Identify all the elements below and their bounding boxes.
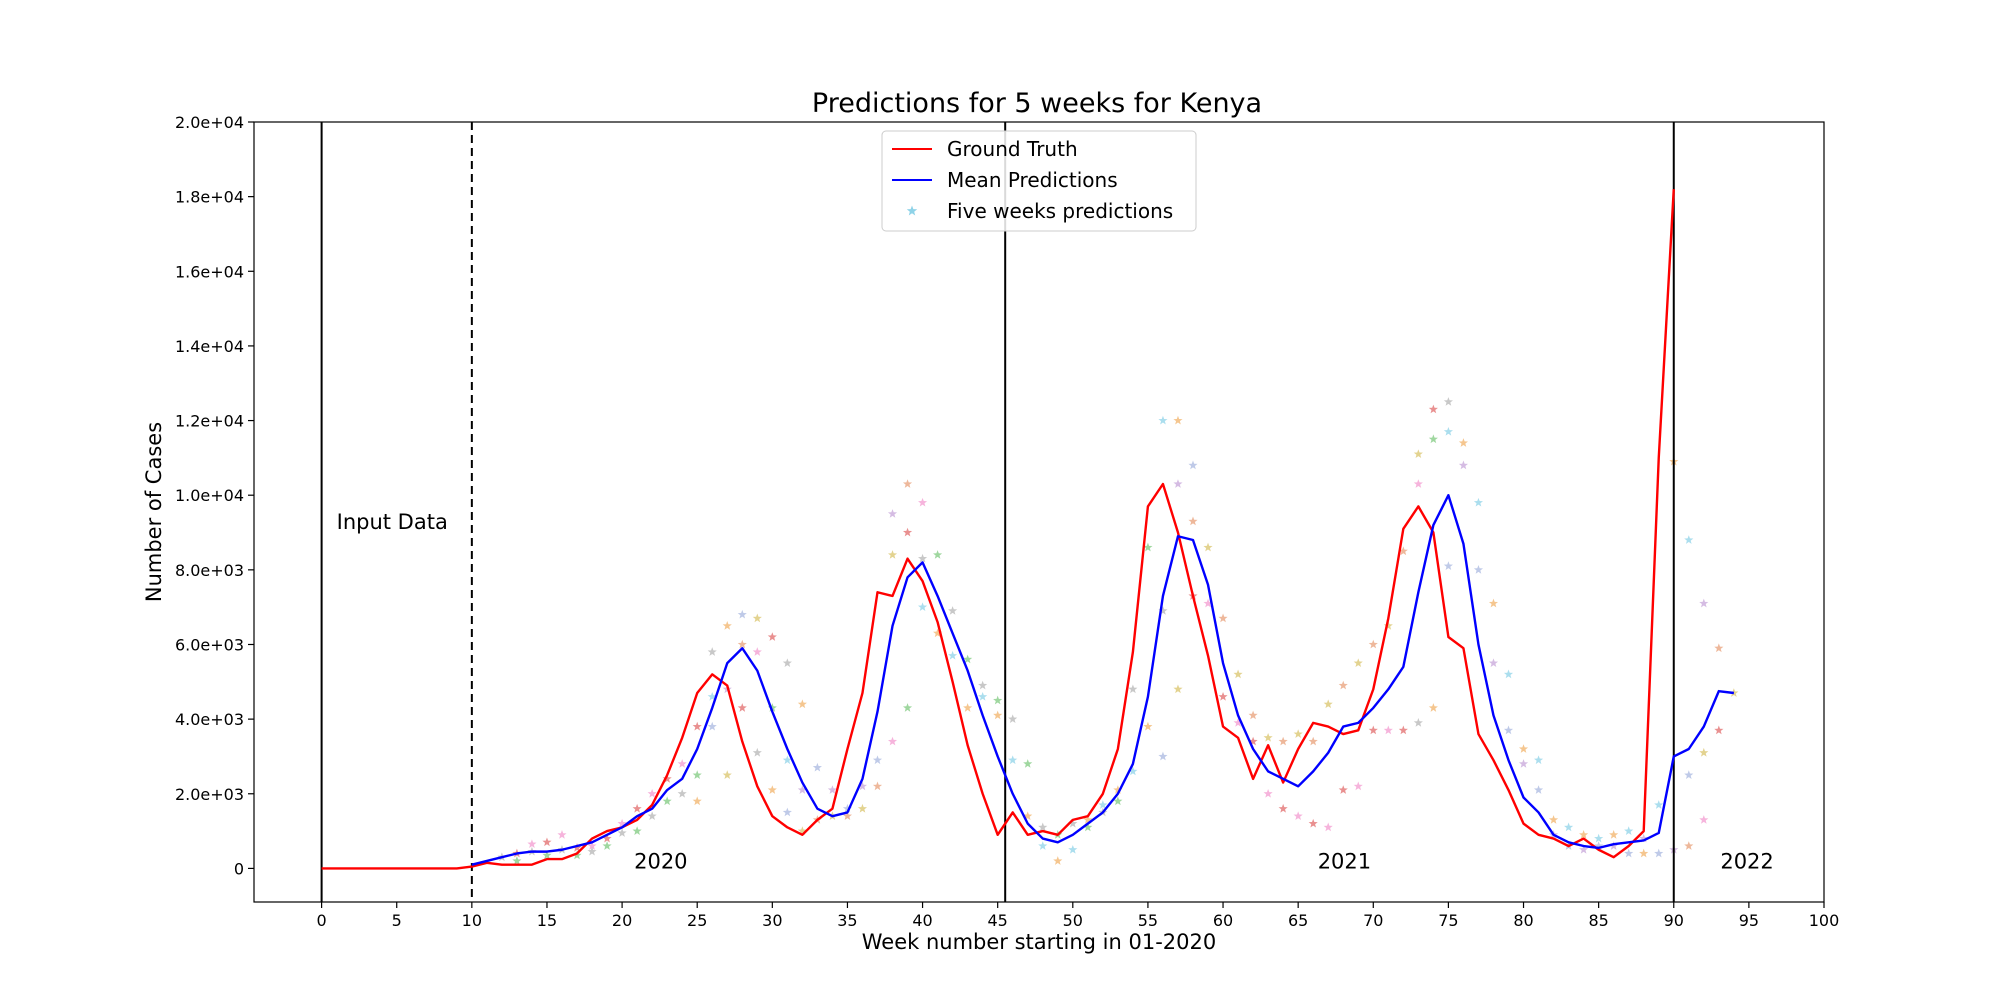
x-tick-label: 35: [837, 911, 857, 930]
x-tick-label: 40: [912, 911, 932, 930]
y-tick-label: 4.0e+03: [175, 710, 244, 729]
y-tick-label: 1.6e+04: [175, 262, 244, 281]
y-tick-label: 1.2e+04: [175, 412, 244, 431]
annotation-text: Input Data: [337, 510, 448, 534]
chart-title: Predictions for 5 weeks for Kenya: [812, 88, 1262, 119]
legend: Ground Truth Mean Predictions Five weeks…: [882, 131, 1196, 231]
annotation-text: 2022: [1720, 849, 1773, 873]
y-tick-label: 8.0e+03: [175, 561, 244, 580]
legend-mean-predictions-label: Mean Predictions: [947, 168, 1118, 192]
x-tick-label: 75: [1438, 911, 1458, 930]
x-tick-label: 85: [1588, 911, 1608, 930]
x-tick-label: 30: [762, 911, 782, 930]
y-tick-label: 2.0e+04: [175, 113, 244, 132]
x-tick-label: 100: [1809, 911, 1840, 930]
x-tick-label: 20: [612, 911, 632, 930]
legend-five-weeks-label: Five weeks predictions: [947, 199, 1173, 223]
y-tick-label: 2.0e+03: [175, 785, 244, 804]
x-tick-label: 50: [1063, 911, 1083, 930]
x-tick-label: 65: [1288, 911, 1308, 930]
y-tick-label: 1.4e+04: [175, 337, 244, 356]
x-tick-label: 90: [1664, 911, 1684, 930]
x-tick-label: 45: [988, 911, 1008, 930]
legend-ground-truth-label: Ground Truth: [947, 137, 1078, 161]
annotation-text: 2021: [1318, 849, 1371, 873]
x-tick-label: 70: [1363, 911, 1383, 930]
x-tick-label: 80: [1513, 911, 1533, 930]
x-axis-label: Week number starting in 01-2020: [862, 930, 1216, 954]
x-tick-label: 60: [1213, 911, 1233, 930]
x-tick-label: 25: [687, 911, 707, 930]
x-tick-label: 0: [317, 911, 327, 930]
y-tick-label: 0: [234, 859, 244, 878]
x-tick-label: 95: [1739, 911, 1759, 930]
x-tick-label: 55: [1138, 911, 1158, 930]
x-tick-label: 15: [537, 911, 557, 930]
y-tick-label: 6.0e+03: [175, 635, 244, 654]
y-tick-label: 1.0e+04: [175, 486, 244, 505]
x-tick-label: 5: [392, 911, 402, 930]
y-axis-label: Number of Cases: [142, 422, 166, 602]
annotation-text: 2020: [634, 849, 687, 873]
y-tick-label: 1.8e+04: [175, 188, 244, 207]
x-tick-label: 10: [462, 911, 482, 930]
